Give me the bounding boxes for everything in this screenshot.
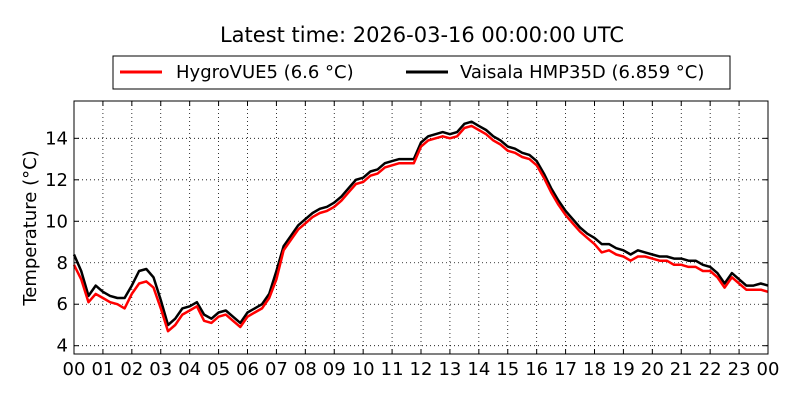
x-tick-label: 09 [323, 359, 346, 380]
y-axis-ticks: 4 6 8 10 12 14 [45, 128, 768, 357]
y-tick-label: 12 [45, 170, 68, 191]
x-tick-label: 22 [699, 359, 722, 380]
y-tick-label: 6 [57, 294, 68, 315]
x-tick-label: 06 [236, 359, 259, 380]
x-tick-label: 02 [120, 359, 143, 380]
x-tick-label: 23 [728, 359, 751, 380]
series-line-hygrovue5 [72, 124, 769, 333]
chart-title: Latest time: 2026-03-16 00:00:00 UTC [220, 23, 624, 47]
x-tick-label: 08 [294, 359, 317, 380]
x-tick-label: 10 [352, 359, 375, 380]
x-tick-label: 00 [757, 359, 780, 380]
x-tick-label: 11 [381, 359, 404, 380]
y-tick-label: 14 [45, 128, 68, 149]
x-tick-label: 03 [149, 359, 172, 380]
legend-label-hygrovue5: HygroVUE5 (6.6 °C) [176, 62, 354, 83]
y-tick-label: 10 [45, 211, 68, 232]
x-tick-label: 21 [670, 359, 693, 380]
x-tick-label: 20 [641, 359, 664, 380]
x-tick-label: 05 [207, 359, 230, 380]
x-tick-label: 04 [178, 359, 201, 380]
x-tick-label: 19 [612, 359, 635, 380]
x-tick-label: 17 [554, 359, 577, 380]
x-tick-label: 15 [496, 359, 519, 380]
x-tick-label: 12 [410, 359, 433, 380]
legend-label-vaisala: Vaisala HMP35D (6.859 °C) [460, 62, 704, 83]
x-tick-label: 16 [525, 359, 548, 380]
y-tick-label: 8 [57, 253, 68, 274]
x-tick-label: 00 [63, 359, 86, 380]
y-axis-label: Temperature (°C) [20, 150, 41, 306]
x-tick-label: 01 [91, 359, 114, 380]
x-axis-ticks: 00 01 02 03 04 05 06 07 08 09 10 11 12 13 14 15 16 17 18 19… [63, 101, 780, 380]
y-tick-label: 4 [57, 336, 68, 357]
x-tick-label: 18 [583, 359, 606, 380]
x-tick-label: 07 [265, 359, 288, 380]
x-tick-label: 13 [438, 359, 461, 380]
series-lines [72, 120, 769, 333]
plot-area-frame [73, 100, 769, 355]
x-tick-label: 14 [467, 359, 490, 380]
series-line-vaisala [72, 120, 769, 327]
legend: HygroVUE5 (6.6 °C) Vaisala HMP35D (6.859… [112, 55, 731, 90]
